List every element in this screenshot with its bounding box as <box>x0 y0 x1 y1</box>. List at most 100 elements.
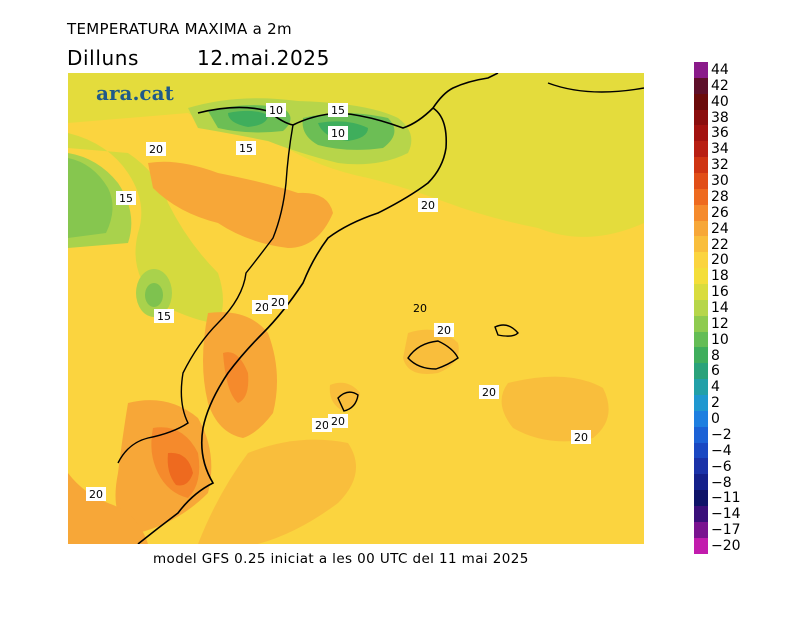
legend-swatch <box>694 331 708 348</box>
contour-label: 20 <box>328 414 348 428</box>
legend-swatch <box>694 109 708 126</box>
legend-swatch <box>694 315 708 332</box>
contour-label: 15 <box>236 141 256 155</box>
legend-swatch <box>694 458 708 475</box>
contour-label: 20 <box>434 323 454 337</box>
svg-text:10: 10 <box>269 104 283 117</box>
legend-label: −8 <box>711 474 732 491</box>
legend-swatch <box>694 347 708 364</box>
contour-label: 20 <box>312 418 332 432</box>
contour-label: 20 <box>146 142 166 156</box>
legend-label: 38 <box>711 109 729 126</box>
legend-label: −6 <box>711 458 732 475</box>
legend-label: 36 <box>711 125 729 142</box>
contour-label: 15 <box>154 309 174 323</box>
legend-label: −4 <box>711 442 732 459</box>
legend-label: 0 <box>711 411 720 428</box>
contour-label: 15 <box>328 103 348 117</box>
contour-label: 20 <box>86 487 106 501</box>
legend-label: 34 <box>711 141 729 158</box>
svg-text:20: 20 <box>149 143 163 156</box>
contour-label: 15 <box>116 191 136 205</box>
svg-text:15: 15 <box>119 192 133 205</box>
legend-label: 8 <box>711 347 720 364</box>
field-12-west <box>68 158 113 238</box>
svg-text:20: 20 <box>413 302 427 315</box>
legend-label: 10 <box>711 331 729 348</box>
field-24-valencia <box>223 352 249 403</box>
legend-label: 22 <box>711 236 729 253</box>
legend-label: −14 <box>711 506 741 523</box>
legend-swatch <box>694 268 708 285</box>
legend-swatch <box>694 363 708 380</box>
legend-swatch <box>694 442 708 459</box>
legend-swatch <box>694 426 708 443</box>
field-22-interior <box>148 161 333 248</box>
legend-label: 6 <box>711 363 720 380</box>
legend-swatch <box>694 62 708 78</box>
svg-text:20: 20 <box>271 296 285 309</box>
legend-swatch <box>694 395 708 411</box>
legend-label: 30 <box>711 173 729 190</box>
contour-label: 20 <box>571 430 591 444</box>
legend-swatch <box>694 157 708 174</box>
field-21-sea-east <box>501 376 609 442</box>
field-22-sw <box>68 473 148 544</box>
legend-swatch <box>694 220 708 237</box>
legend-swatch <box>694 299 708 316</box>
legend-swatch <box>694 204 708 221</box>
field-21-ibiza <box>329 382 360 411</box>
legend-swatch <box>694 284 708 300</box>
field-26-south <box>167 452 193 486</box>
legend-label: 12 <box>711 315 729 332</box>
svg-text:20: 20 <box>331 415 345 428</box>
contour-label: 20 <box>413 302 427 315</box>
legend-swatch <box>694 93 708 110</box>
model-caption: model GFS 0.25 iniciat a les 00 UTC del … <box>153 551 529 567</box>
svg-text:15: 15 <box>157 310 171 323</box>
color-legend-labels: 44 42 40 38 36 34 32 30 28 26 24 22 20 18 16 14 12 10 8 6 4 2… <box>711 62 771 554</box>
legend-swatch <box>694 537 708 554</box>
legend-swatch <box>694 379 708 396</box>
svg-text:20: 20 <box>574 431 588 444</box>
contour-label: 10 <box>266 103 286 117</box>
date-label: 12.mai.2025 <box>197 46 330 70</box>
mallorca-coast <box>407 340 459 370</box>
svg-text:20: 20 <box>437 324 451 337</box>
svg-text:10: 10 <box>331 127 345 140</box>
svg-text:15: 15 <box>331 104 345 117</box>
border-inland <box>117 124 294 464</box>
field-21-mallorca <box>403 329 459 374</box>
ara-cat-logo: ara.cat <box>96 81 174 105</box>
legend-swatch <box>694 141 708 158</box>
coastline-france <box>547 82 644 93</box>
legend-swatch <box>694 125 708 142</box>
legend-swatch <box>694 490 708 507</box>
contour-label: 20 <box>479 385 499 399</box>
contour-label: 20 <box>418 198 438 212</box>
legend-swatch <box>694 506 708 522</box>
svg-text:20: 20 <box>255 301 269 314</box>
legend-label: 14 <box>711 300 729 316</box>
chart-title: TEMPERATURA MAXIMA a 2m <box>67 20 292 38</box>
ibiza-coast <box>337 391 359 412</box>
svg-text:20: 20 <box>482 386 496 399</box>
contour-labels: 10 15 10 15 20 15 20 15 20 20 20 20 20 2… <box>86 103 591 501</box>
legend-swatch <box>694 77 708 94</box>
legend-label: 32 <box>711 157 729 174</box>
svg-text:15: 15 <box>239 142 253 155</box>
legend-label: 24 <box>711 220 729 237</box>
legend-label: 18 <box>711 268 729 285</box>
contour-label: 20 <box>252 300 272 314</box>
legend-label: 44 <box>711 61 729 78</box>
legend-label: 16 <box>711 284 729 301</box>
field-15-west <box>68 133 223 323</box>
legend-label: −2 <box>711 426 732 443</box>
legend-label: −17 <box>711 522 741 539</box>
legend-swatch <box>694 188 708 205</box>
legend-label: 28 <box>711 188 729 205</box>
legend-swatch <box>694 410 708 427</box>
svg-text:20: 20 <box>315 419 329 432</box>
legend-label: 20 <box>711 252 729 269</box>
legend-label: 2 <box>711 395 720 412</box>
